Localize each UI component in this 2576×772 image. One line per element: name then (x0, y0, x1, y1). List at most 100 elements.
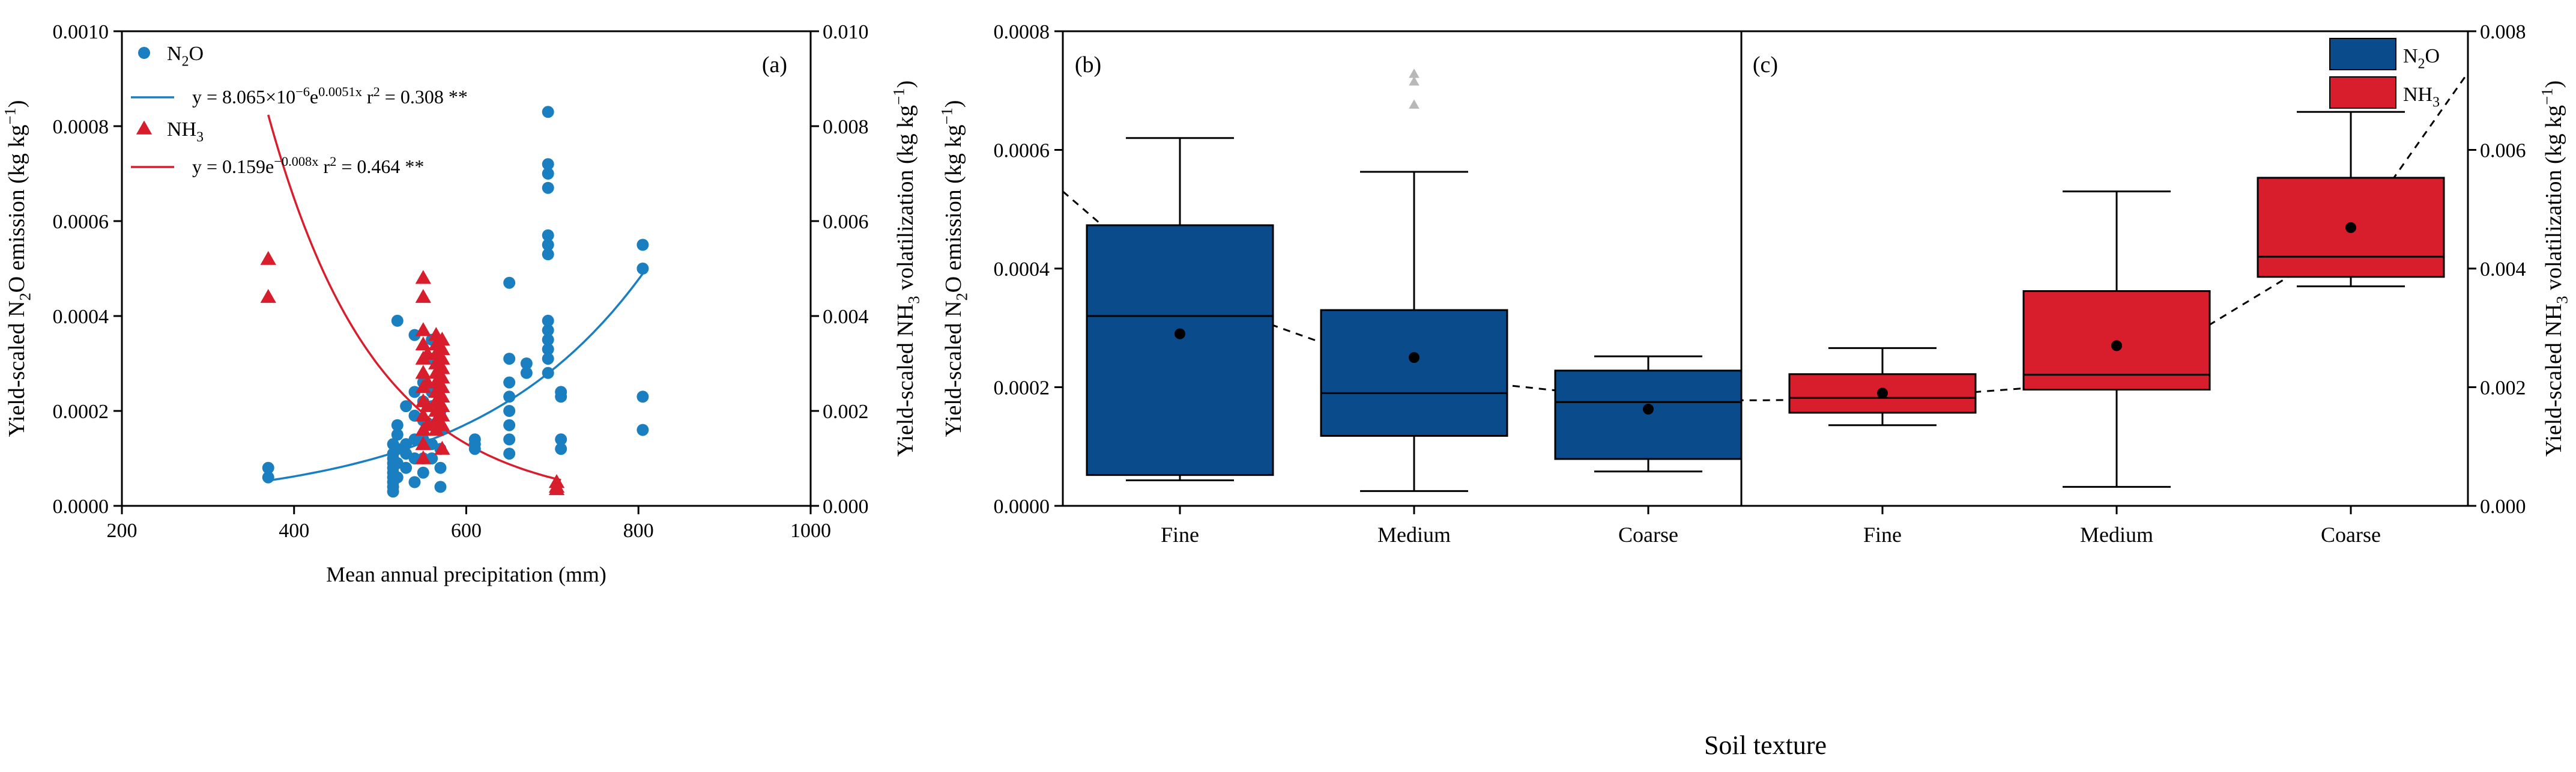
n2o-point (387, 485, 399, 498)
legend-n2o-label: N2​O (167, 43, 204, 70)
panel-a-x-tick-label: 800 (623, 520, 654, 542)
fit-curve-nh3 (267, 114, 561, 481)
nh3-point (434, 407, 450, 422)
n2o-point (503, 433, 516, 446)
n2o-box (1320, 309, 1508, 437)
category-label: Fine (1161, 523, 1199, 547)
nh3-point (434, 388, 450, 403)
n2o-point (542, 106, 554, 118)
n2o-point (542, 353, 554, 365)
nh3-point (415, 450, 432, 464)
n2o-point (542, 248, 554, 261)
panel-bc-left-y-tick-label: 0.0008 (994, 21, 1050, 43)
n2o-point (555, 433, 567, 446)
nh3-point (548, 481, 565, 496)
panel-bc-right-y-axis-title: Yield-scaled NH3​ volatilization (kg kg−… (2538, 81, 2571, 457)
panel-a-left-y-tick-label: 0.0008 (53, 116, 109, 138)
panel-a-left-y-tick-label: 0.0006 (53, 211, 109, 233)
n2o-point (503, 405, 516, 417)
n2o-outlier (1409, 76, 1420, 86)
n2o-point (542, 239, 554, 251)
legend-n2o-marker (138, 47, 150, 59)
nh3-point (415, 270, 432, 284)
n2o-point (542, 333, 554, 346)
panel-a-x-tick-label: 200 (107, 520, 138, 542)
nh3-point (260, 289, 276, 303)
n2o-point (636, 424, 649, 436)
n2o-point (434, 481, 447, 493)
category-label: Medium (2080, 523, 2153, 547)
panel-a-x-axis-title: Mean annual precipitation (mm) (326, 562, 606, 586)
n2o-point (542, 343, 554, 356)
legend-n2o-fit-equation: y = 8.065×10−6​e0.0051x​ r2​ = 0.308 ** (192, 84, 468, 108)
panel-bc-right-y-tick-label: 0.006 (2480, 140, 2526, 162)
n2o-point (542, 324, 554, 336)
n2o-point (542, 229, 554, 242)
panel-a-left-y-tick-label: 0.0010 (53, 21, 109, 43)
nh3-point (434, 379, 450, 394)
n2o-point (400, 461, 413, 474)
panel-a-left-y-tick-label: 0.0002 (53, 401, 109, 423)
n2o-point (391, 428, 404, 441)
panel-a-right-y-tick-label: 0.004 (823, 306, 869, 328)
nh3-point (415, 436, 432, 451)
n2o-outlier (1409, 68, 1420, 78)
n2o-point (503, 391, 516, 403)
n2o-outlier (1409, 99, 1420, 109)
n2o-mean-dot (1175, 328, 1185, 339)
n2o-point (542, 314, 554, 327)
n2o-point (503, 448, 516, 460)
panel-bc-right-y-tick-label: 0.008 (2480, 21, 2526, 43)
panel-a-right-y-tick-label: 0.000 (823, 496, 869, 518)
n2o-point (391, 314, 404, 327)
trend-dashed-curve (1062, 72, 2469, 401)
n2o-point (542, 158, 554, 171)
legend-nh3-label: NH3​ (2403, 84, 2440, 111)
panel-bc-left-y-tick-label: 0.0000 (994, 496, 1050, 518)
panel-bc-right-y-tick-label: 0.000 (2480, 496, 2526, 518)
n2o-point (408, 476, 421, 488)
n2o-point (408, 433, 421, 446)
panel-bc-right-y-tick-label: 0.004 (2480, 258, 2526, 281)
n2o-point (468, 443, 481, 455)
nh3-point (434, 440, 450, 455)
n2o-point (542, 366, 554, 379)
panel-bc-left-y-tick-label: 0.0006 (994, 140, 1050, 162)
panel-b-label: (b) (1075, 52, 1101, 78)
fit-curve-n2o (268, 269, 647, 482)
panel-a-left-y-tick-label: 0.0000 (53, 496, 109, 518)
nh3-point (434, 417, 450, 431)
n2o-mean-dot (1643, 404, 1654, 415)
nh3-point (415, 289, 432, 303)
nh3-point (434, 360, 450, 374)
category-label: Fine (1863, 523, 1902, 547)
panel-bc-right-y-tick-label: 0.002 (2480, 377, 2526, 400)
category-label: Coarse (1618, 523, 1678, 547)
nh3-mean-dot (2345, 222, 2356, 233)
n2o-point (636, 263, 649, 275)
panel-a-right-y-tick-label: 0.008 (823, 116, 869, 138)
legend-n2o-label: N2​O (2403, 45, 2440, 72)
legend-nh3-marker (136, 120, 153, 135)
nh3-box (2022, 290, 2211, 391)
legend-nh3-label: NH3​ (167, 118, 204, 145)
panel-a-left-y-tick-label: 0.0004 (53, 306, 109, 328)
panel-bc-left-y-tick-label: 0.0002 (994, 377, 1050, 400)
panel-bc-x-axis-title: Soil texture (1704, 731, 1827, 760)
n2o-point (503, 419, 516, 431)
n2o-point (417, 466, 429, 479)
legend-nh3-swatch (2329, 76, 2396, 109)
n2o-point (555, 391, 567, 403)
nh3-point (434, 350, 450, 365)
panel-a-label: (a) (762, 52, 787, 78)
n2o-mean-dot (1409, 352, 1420, 363)
nh3-point (415, 322, 432, 336)
nh3-point (419, 398, 436, 412)
panel-a-x-tick-label: 600 (451, 520, 482, 542)
legend-nh3-fit-equation: y = 0.159e−0.008x​ r2​ = 0.464 ** (192, 154, 424, 177)
n2o-point (636, 391, 649, 403)
panel-a-x-tick-label: 400 (279, 520, 309, 542)
panel-a-x-tick-label: 1000 (790, 520, 831, 542)
nh3-mean-dot (2111, 340, 2122, 351)
